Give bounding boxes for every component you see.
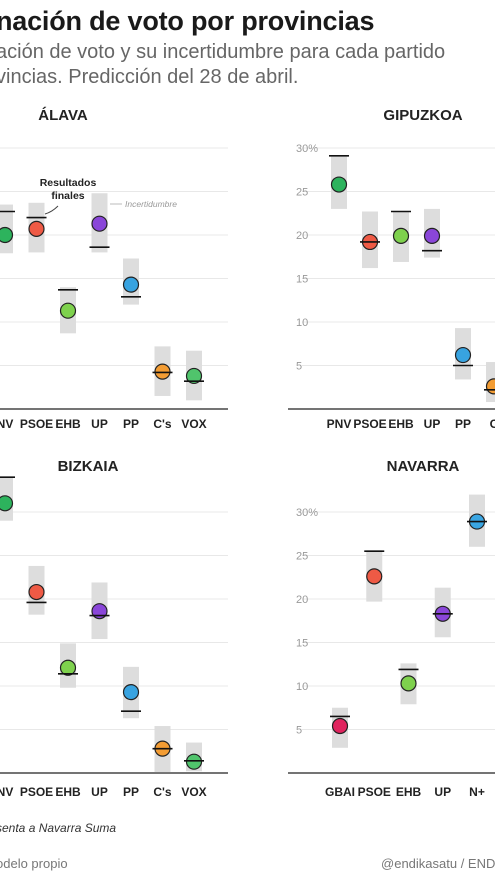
estimate-point (400, 675, 417, 692)
estimate-point (154, 363, 171, 380)
results-annotation-line-2: finales (51, 190, 84, 202)
y-tick-label: 20 (296, 594, 308, 606)
panel-lava: ÁLAVA NV PSOE EHB UP PP C's VOX (0, 107, 228, 431)
footnote: senta a Navarra Suma (0, 821, 117, 835)
x-tick-label: NV (0, 785, 13, 799)
page-subtitle: ación de voto y su incertidumbre para ca… (0, 40, 445, 90)
x-tick-label: EHB (396, 785, 422, 799)
panel-title: NAVARRA (387, 458, 460, 475)
x-tick-label: EHB (388, 417, 414, 431)
x-tick-label: PSOE (20, 417, 53, 431)
x-tick-label: PP (455, 417, 471, 431)
y-tick-label: 20 (296, 230, 308, 242)
estimate-point (185, 753, 203, 770)
y-tick-label: 15 (296, 638, 308, 650)
results-annotation-arrow (44, 205, 59, 215)
estimate-point (122, 683, 140, 701)
x-tick-label: VOX (181, 785, 206, 799)
x-tick-label: NV (0, 417, 13, 431)
credit-text: @endikasatu / ENDI (381, 856, 495, 871)
estimate-point (59, 659, 77, 676)
x-tick-label: PSOE (358, 785, 391, 799)
x-tick-label: N+ (469, 785, 485, 799)
estimate-point (330, 176, 348, 193)
x-tick-label: UP (434, 785, 451, 799)
source-text: odelo propio (0, 856, 68, 871)
x-tick-label: PNV (327, 417, 352, 431)
estimate-point (185, 367, 203, 385)
panel-bizkaia: BIZKAIA NV PSOE EHB UP PP C's VOX (0, 458, 228, 799)
subtitle-line-1: ación de voto y su incertidumbre para ca… (0, 41, 446, 63)
x-tick-label: C (490, 417, 495, 431)
estimate-point (366, 568, 383, 585)
estimate-point (423, 227, 441, 244)
panel-navarra: 5 10 15 20 25 30% NAVARRA GBAI PSOE EHB UP N+ (288, 458, 495, 799)
results-annotation-line-1: Resultados (40, 177, 97, 189)
estimate-point (392, 227, 410, 244)
results-annotation-arrow-guide (46, 202, 62, 214)
estimate-point (0, 495, 14, 512)
x-tick-label: UP (91, 417, 108, 431)
x-tick-label: UP (424, 417, 441, 431)
estimate-point (0, 226, 14, 244)
estimate-point (91, 603, 108, 620)
x-tick-label: GBAI (325, 785, 355, 799)
y-tick-label: 10 (296, 681, 308, 693)
estimate-point (91, 215, 108, 232)
x-tick-label: PSOE (20, 785, 53, 799)
y-tick-label: 15 (296, 274, 308, 286)
panel-title: BIZKAIA (58, 458, 119, 475)
panel-title: GIPUZKOA (383, 107, 462, 124)
y-tick-label: 25 (296, 551, 308, 563)
estimate-point (331, 717, 349, 735)
x-tick-label: EHB (55, 417, 81, 431)
y-tick-label: 30% (296, 507, 318, 519)
x-tick-label: C's (153, 785, 172, 799)
estimate-point (59, 302, 77, 319)
panel-title: ÁLAVA (38, 107, 88, 124)
estimate-point (28, 220, 45, 238)
estimate-point (122, 276, 140, 293)
uncertainty-annotation: Incertidumbre (125, 199, 177, 209)
y-tick-label: 5 (296, 725, 302, 737)
estimate-point (454, 346, 472, 364)
y-tick-label: 10 (296, 317, 308, 329)
panel-gipuzkoa: 5 10 15 20 25 30% GIPUZKOA PNV PSOE EHB UP PP C (288, 107, 495, 431)
x-tick-label: PP (123, 417, 139, 431)
x-tick-label: PP (123, 785, 139, 799)
y-tick-label: 25 (296, 187, 308, 199)
x-tick-label: C's (153, 417, 172, 431)
y-tick-label: 30% (296, 143, 318, 155)
x-tick-label: VOX (181, 417, 206, 431)
page-title: nación de voto por provincias (0, 6, 375, 36)
x-tick-label: UP (91, 785, 108, 799)
subtitle-line-2: vincias. Predicción del 28 de abril. (0, 66, 299, 88)
x-tick-label: PSOE (353, 417, 386, 431)
x-tick-label: EHB (55, 785, 81, 799)
y-tick-label: 5 (296, 361, 302, 373)
estimate-point (28, 583, 45, 601)
